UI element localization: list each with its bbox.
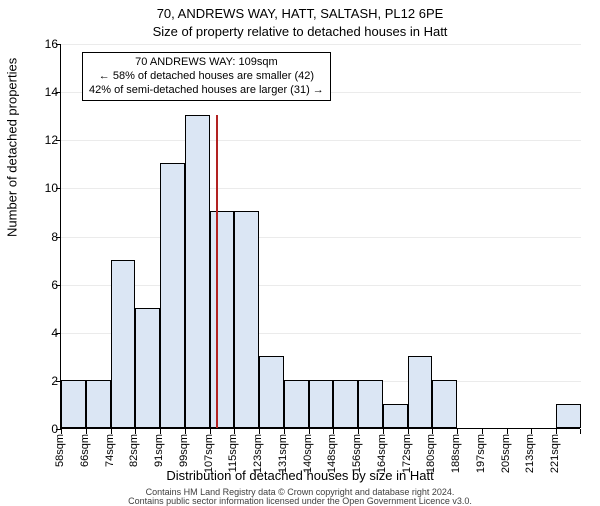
grid-line: [61, 285, 581, 286]
histogram-bar: [383, 404, 408, 428]
x-tick-label: 123sqm: [252, 434, 264, 473]
annotation-line2: ← 58% of detached houses are smaller (42…: [99, 70, 314, 82]
x-tick-label: 156sqm: [351, 434, 363, 473]
x-tick-label: 115sqm: [227, 434, 239, 472]
x-tick-label: 205sqm: [500, 434, 512, 473]
annotation-box: 70 ANDREWS WAY: 109sqm ← 58% of detached …: [82, 52, 331, 101]
histogram-bar: [185, 115, 210, 428]
y-tick-label: 12: [28, 133, 58, 147]
histogram-bar: [210, 211, 235, 428]
x-tick-label: 58sqm: [54, 434, 66, 467]
y-tick-label: 14: [28, 85, 58, 99]
x-tick-label: 172sqm: [401, 434, 413, 473]
histogram-bar: [61, 380, 86, 428]
grid-line: [61, 140, 581, 141]
plot-area: [60, 44, 580, 429]
annotation-line3: 42% of semi-detached houses are larger (…: [89, 84, 324, 96]
footer-line2: Contains public sector information licen…: [128, 496, 472, 506]
x-tick-label: 188sqm: [450, 434, 462, 473]
annotation-line1: 70 ANDREWS WAY: 109sqm: [135, 56, 277, 68]
x-tick-label: 140sqm: [302, 434, 314, 473]
histogram-bar: [358, 380, 383, 428]
chart-title-line1: 70, ANDREWS WAY, HATT, SALTASH, PL12 6PE: [0, 6, 600, 21]
y-axis-label: Number of detached properties: [5, 58, 20, 237]
footer-text: Contains HM Land Registry data © Crown c…: [0, 488, 600, 506]
chart-title-line2: Size of property relative to detached ho…: [0, 24, 600, 39]
y-tick-label: 8: [28, 230, 58, 244]
histogram-bar: [86, 380, 111, 428]
histogram-bar: [135, 308, 160, 428]
x-tick-label: 197sqm: [475, 434, 487, 473]
x-tick-label: 99sqm: [178, 434, 190, 467]
x-tick-label: 82sqm: [128, 434, 140, 467]
x-tick-label: 180sqm: [425, 434, 437, 473]
x-tick-label: 66sqm: [79, 434, 91, 467]
chart-container: 70, ANDREWS WAY, HATT, SALTASH, PL12 6PE…: [0, 0, 600, 500]
x-tick-label: 164sqm: [376, 434, 388, 473]
histogram-bar: [432, 380, 457, 428]
histogram-bar: [234, 211, 259, 428]
x-tick-label: 213sqm: [524, 434, 536, 473]
histogram-bar: [309, 380, 334, 428]
grid-line: [61, 237, 581, 238]
x-tick-label: 221sqm: [549, 434, 561, 473]
grid-line: [61, 44, 581, 45]
histogram-bar: [556, 404, 581, 428]
grid-line: [61, 188, 581, 189]
x-tick-label: 74sqm: [104, 434, 116, 467]
histogram-bar: [259, 356, 284, 428]
histogram-bar: [160, 163, 185, 428]
y-tick-label: 4: [28, 326, 58, 340]
histogram-bar: [408, 356, 433, 428]
x-tick-mark: [580, 429, 581, 434]
x-tick-label: 148sqm: [326, 434, 338, 473]
histogram-bar: [284, 380, 309, 428]
x-tick-label: 131sqm: [277, 434, 289, 473]
y-tick-label: 16: [28, 37, 58, 51]
x-tick-label: 91sqm: [153, 434, 165, 467]
y-tick-label: 6: [28, 278, 58, 292]
histogram-bar: [333, 380, 358, 428]
marker-line: [216, 115, 218, 428]
histogram-bar: [111, 260, 136, 428]
y-tick-label: 10: [28, 181, 58, 195]
x-tick-label: 107sqm: [203, 434, 215, 473]
y-tick-label: 2: [28, 374, 58, 388]
